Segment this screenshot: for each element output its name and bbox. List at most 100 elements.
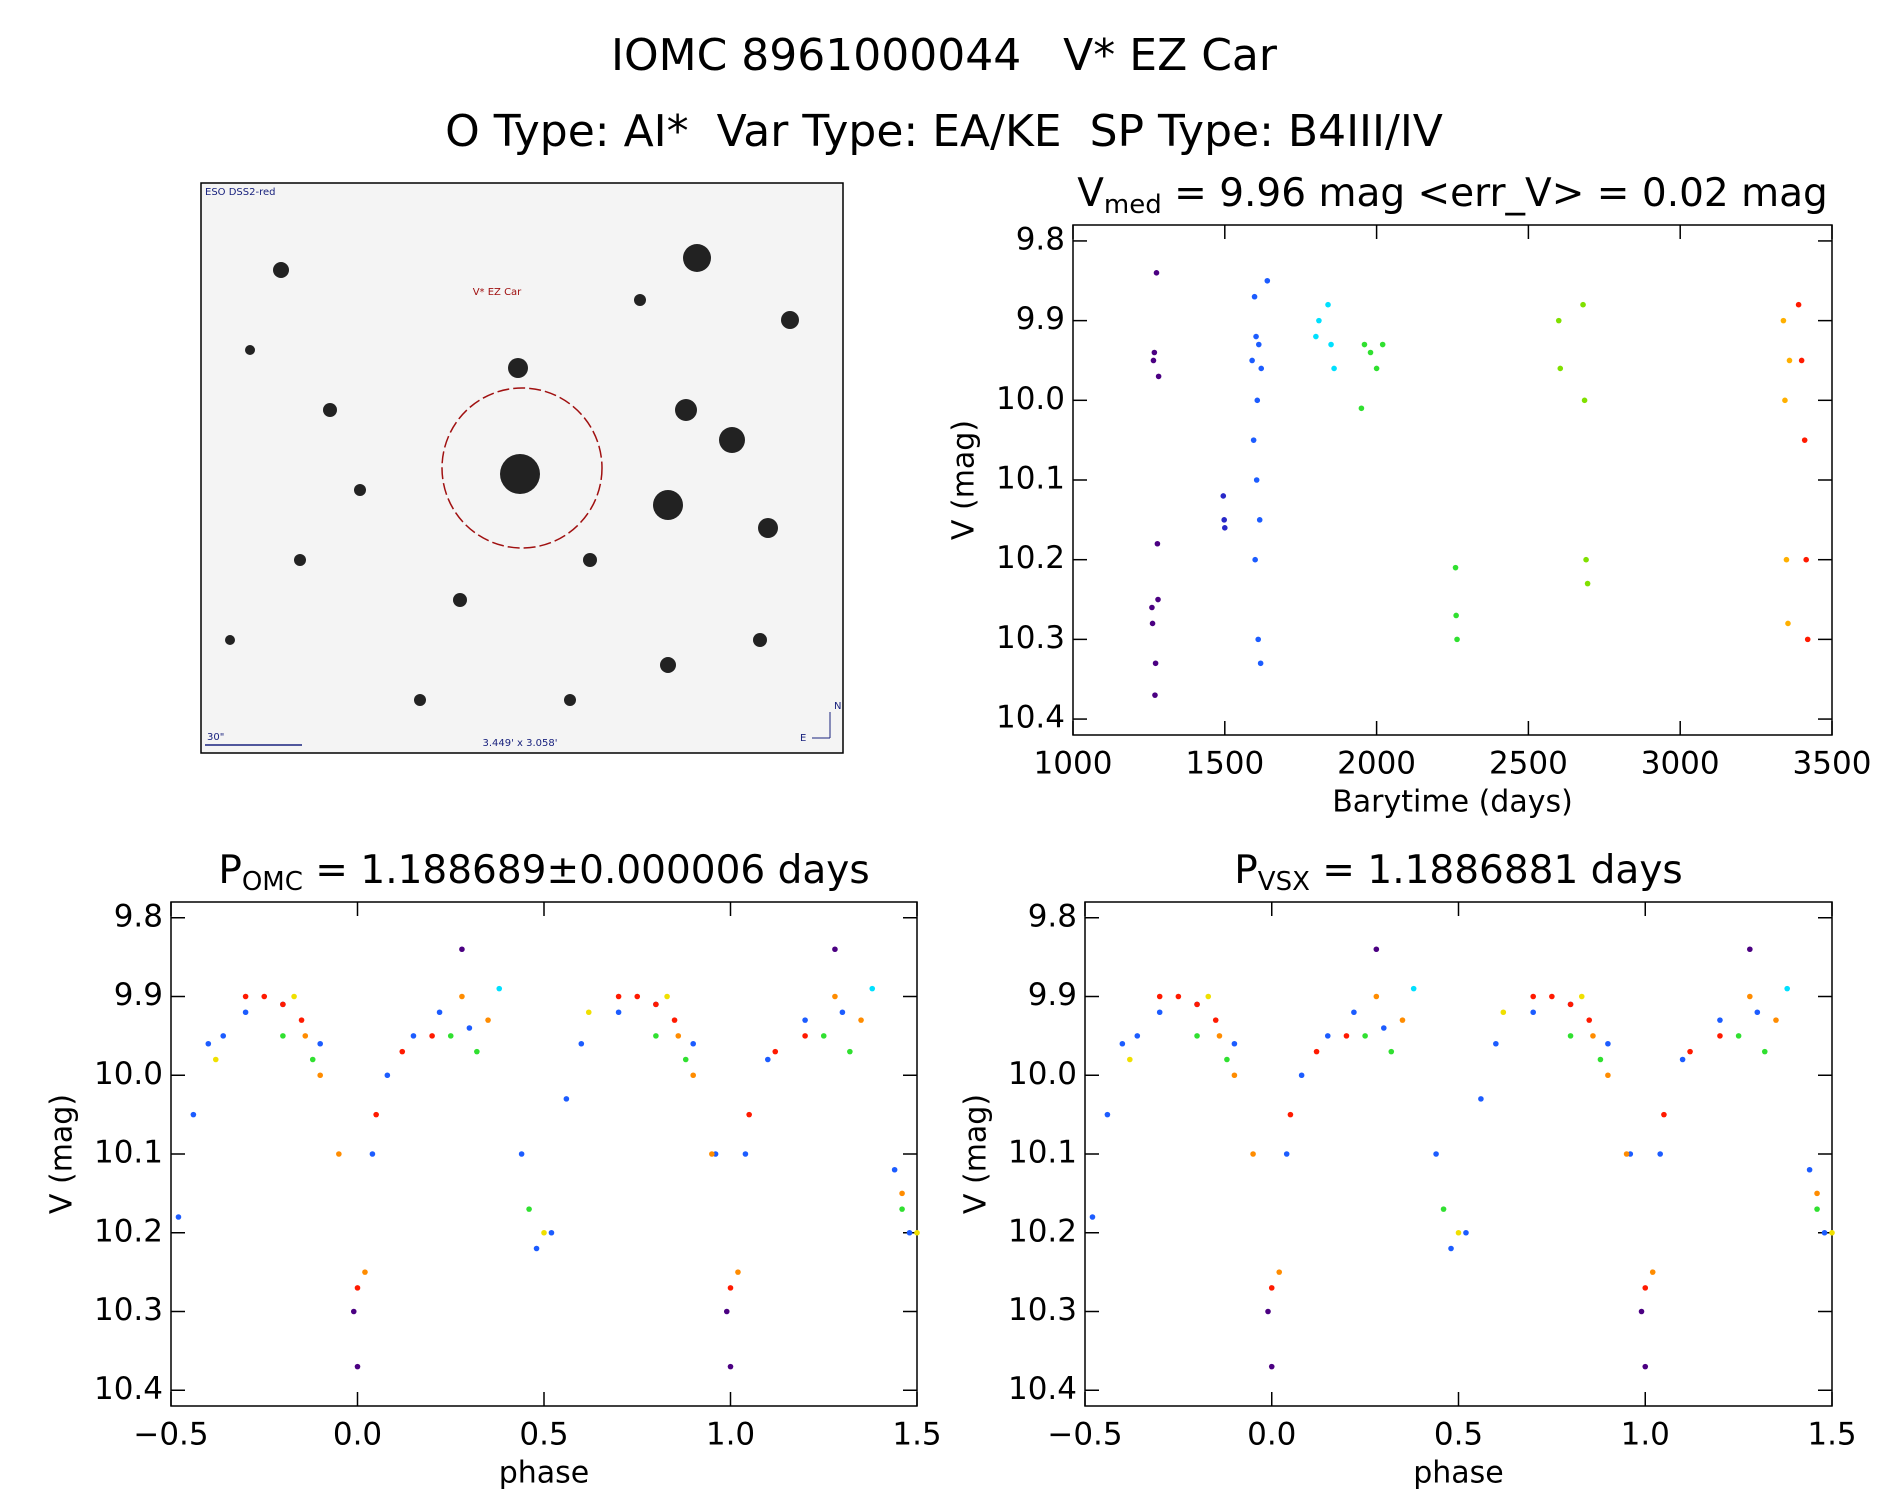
data-point [1773, 1017, 1779, 1023]
data-point [1268, 1285, 1275, 1291]
data-point [765, 1056, 771, 1063]
data-point [436, 1009, 443, 1016]
data-point [1388, 1048, 1395, 1055]
data-point [1795, 301, 1802, 308]
x-tick-label: 0.0 [333, 1417, 382, 1453]
data-point [1155, 373, 1162, 380]
x-axis-label: phase [1413, 1456, 1504, 1491]
data-point [1580, 301, 1586, 308]
data-point [1448, 1245, 1454, 1252]
data-point [399, 1048, 406, 1055]
data-point [1222, 525, 1228, 531]
x-tick-label: 0.5 [519, 1417, 568, 1453]
x-tick-label: 2000 [1337, 746, 1416, 782]
data-point [1717, 1033, 1723, 1039]
x-tick-label: 1000 [1034, 746, 1113, 782]
data-point [1313, 1048, 1320, 1055]
data-point [1152, 692, 1158, 698]
data-point [891, 1166, 898, 1173]
x-tick-label: 1.0 [1621, 1417, 1670, 1453]
data-point [1362, 1033, 1368, 1039]
data-point [690, 1040, 696, 1047]
data-point [1328, 341, 1334, 348]
data-point [1156, 993, 1163, 1000]
y-tick-label: 10.2 [94, 1213, 163, 1249]
data-point [1567, 1001, 1574, 1008]
x-tick-label: 1500 [1185, 746, 1264, 782]
data-point [242, 993, 249, 1000]
data-point [735, 1269, 741, 1275]
data-point [242, 1009, 249, 1016]
y-tick-label: 10.1 [94, 1135, 163, 1171]
data-point [205, 1040, 212, 1047]
data-point [832, 946, 838, 953]
compass [812, 712, 831, 739]
data-point [1175, 993, 1182, 1000]
data-point [1255, 636, 1261, 643]
data-point [727, 1363, 734, 1370]
data-point [772, 1048, 779, 1055]
data-point [1780, 317, 1787, 324]
plot-frame [170, 901, 918, 1407]
y-tick-label: 10.4 [1008, 1371, 1077, 1407]
data-point [354, 1363, 361, 1370]
title-part: P [1234, 848, 1258, 893]
data-point [1149, 620, 1156, 627]
data-point [1104, 1111, 1111, 1118]
data-point [384, 1072, 391, 1079]
x-tick-label: 0.5 [1434, 1417, 1483, 1453]
data-point [1212, 1017, 1219, 1023]
data-point [474, 1048, 480, 1055]
data-point [585, 1009, 592, 1016]
data-point [1152, 660, 1159, 667]
y-tick-label: 10.4 [996, 700, 1065, 736]
data-point [1821, 1229, 1828, 1236]
data-point [1801, 437, 1808, 443]
title-part: V [1077, 171, 1104, 216]
data-point [1567, 1033, 1574, 1039]
data-point [354, 1285, 361, 1291]
data-point [429, 1033, 435, 1039]
data-point [1555, 317, 1562, 324]
data-point [541, 1229, 547, 1236]
data-point [914, 1229, 920, 1236]
data-point [1361, 341, 1368, 348]
title-part: P [218, 848, 242, 893]
data-point [1581, 397, 1588, 404]
data-point [690, 1072, 696, 1079]
data-point [1216, 1033, 1223, 1039]
data-point [1231, 1040, 1238, 1047]
data-point [1220, 493, 1227, 499]
data-point [1440, 1206, 1447, 1212]
data-point [1478, 1096, 1484, 1102]
data-point [1324, 1033, 1331, 1039]
y-axis-label: V (mag) [947, 420, 982, 540]
data-point [820, 1033, 827, 1039]
data-point [723, 1308, 730, 1315]
data-point [1530, 1009, 1536, 1016]
x-tick-label: −0.5 [1047, 1417, 1122, 1453]
data-point [682, 1056, 689, 1063]
data-point [190, 1111, 197, 1118]
y-tick-label: 9.8 [1016, 221, 1065, 257]
data-point [1590, 1033, 1596, 1039]
y-tick-label: 10.0 [1008, 1056, 1077, 1092]
data-point [1153, 270, 1160, 276]
data-point [1399, 1017, 1406, 1023]
data-point [1367, 349, 1374, 356]
stars [225, 244, 799, 706]
data-point [1276, 1269, 1283, 1275]
data-point [298, 1017, 305, 1023]
data-point [1287, 1111, 1294, 1118]
data-point [1251, 293, 1258, 300]
data-point [518, 1151, 525, 1157]
data-point [1316, 317, 1322, 324]
data-point [1313, 333, 1319, 340]
data-point [899, 1190, 905, 1197]
data-point [1784, 985, 1790, 992]
data-point [1597, 1056, 1604, 1063]
data-point [526, 1206, 532, 1212]
data-point [336, 1151, 342, 1157]
field-label: 3.449' x 3.058' [482, 738, 557, 749]
data-point [1661, 1111, 1667, 1118]
